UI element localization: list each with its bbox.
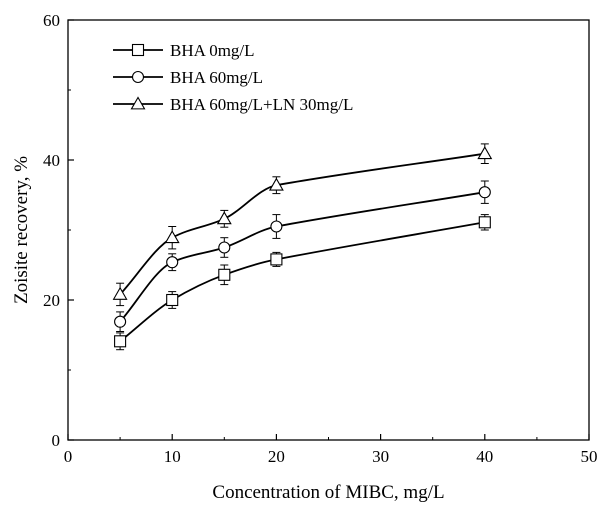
- data-point: [270, 253, 283, 266]
- data-point: [478, 216, 491, 229]
- series-2: [114, 180, 491, 332]
- legend-marker: [131, 43, 145, 57]
- series-3: [112, 143, 493, 307]
- data-point: [216, 211, 232, 225]
- legend-item: BHA 60mg/L: [113, 68, 263, 87]
- x-tick-label: 0: [64, 447, 73, 466]
- data-point: [218, 241, 231, 254]
- legend-label: BHA 60mg/L: [170, 68, 263, 87]
- data-point: [164, 230, 180, 244]
- x-tick-label: 10: [164, 447, 181, 466]
- y-axis-title: Zoisite recovery, %: [11, 156, 32, 304]
- y-tick-label: 40: [43, 151, 60, 170]
- data-point: [112, 286, 128, 300]
- x-tick-label: 40: [476, 447, 493, 466]
- y-tick-label: 20: [43, 291, 60, 310]
- legend-item: BHA 60mg/L+LN 30mg/L: [113, 95, 353, 114]
- data-point: [114, 315, 127, 328]
- legend-marker: [131, 70, 145, 84]
- data-point: [166, 256, 179, 269]
- data-point: [477, 146, 493, 160]
- x-tick-label: 30: [372, 447, 389, 466]
- legend: BHA 0mg/L BHA 60mg/L BHA 60mg/L+LN 30mg/L: [113, 41, 353, 114]
- y-tick-label: 0: [52, 431, 61, 450]
- data-point: [114, 335, 127, 348]
- series-1: [114, 214, 491, 351]
- legend-marker: [130, 96, 146, 110]
- legend-item: BHA 0mg/L: [113, 41, 255, 60]
- series-line: [119, 191, 485, 323]
- y-tick-label: 60: [43, 11, 60, 30]
- legend-label: BHA 0mg/L: [170, 41, 255, 60]
- plot-frame: [67, 19, 590, 441]
- x-axis-title: Concentration of MIBC, mg/L: [212, 482, 444, 503]
- x-tick-label: 50: [581, 447, 598, 466]
- x-tick-label: 20: [268, 447, 285, 466]
- legend-label: BHA 60mg/L+LN 30mg/L: [170, 95, 353, 114]
- data-point: [268, 177, 284, 191]
- data-point: [270, 220, 283, 233]
- data-point: [218, 268, 231, 281]
- series-line: [119, 152, 485, 296]
- data-point: [478, 186, 491, 199]
- data-point: [166, 293, 179, 307]
- series-line: [119, 221, 485, 343]
- plot-marks: 0 10 20 30 40 50 0 20 40 60: [43, 11, 598, 466]
